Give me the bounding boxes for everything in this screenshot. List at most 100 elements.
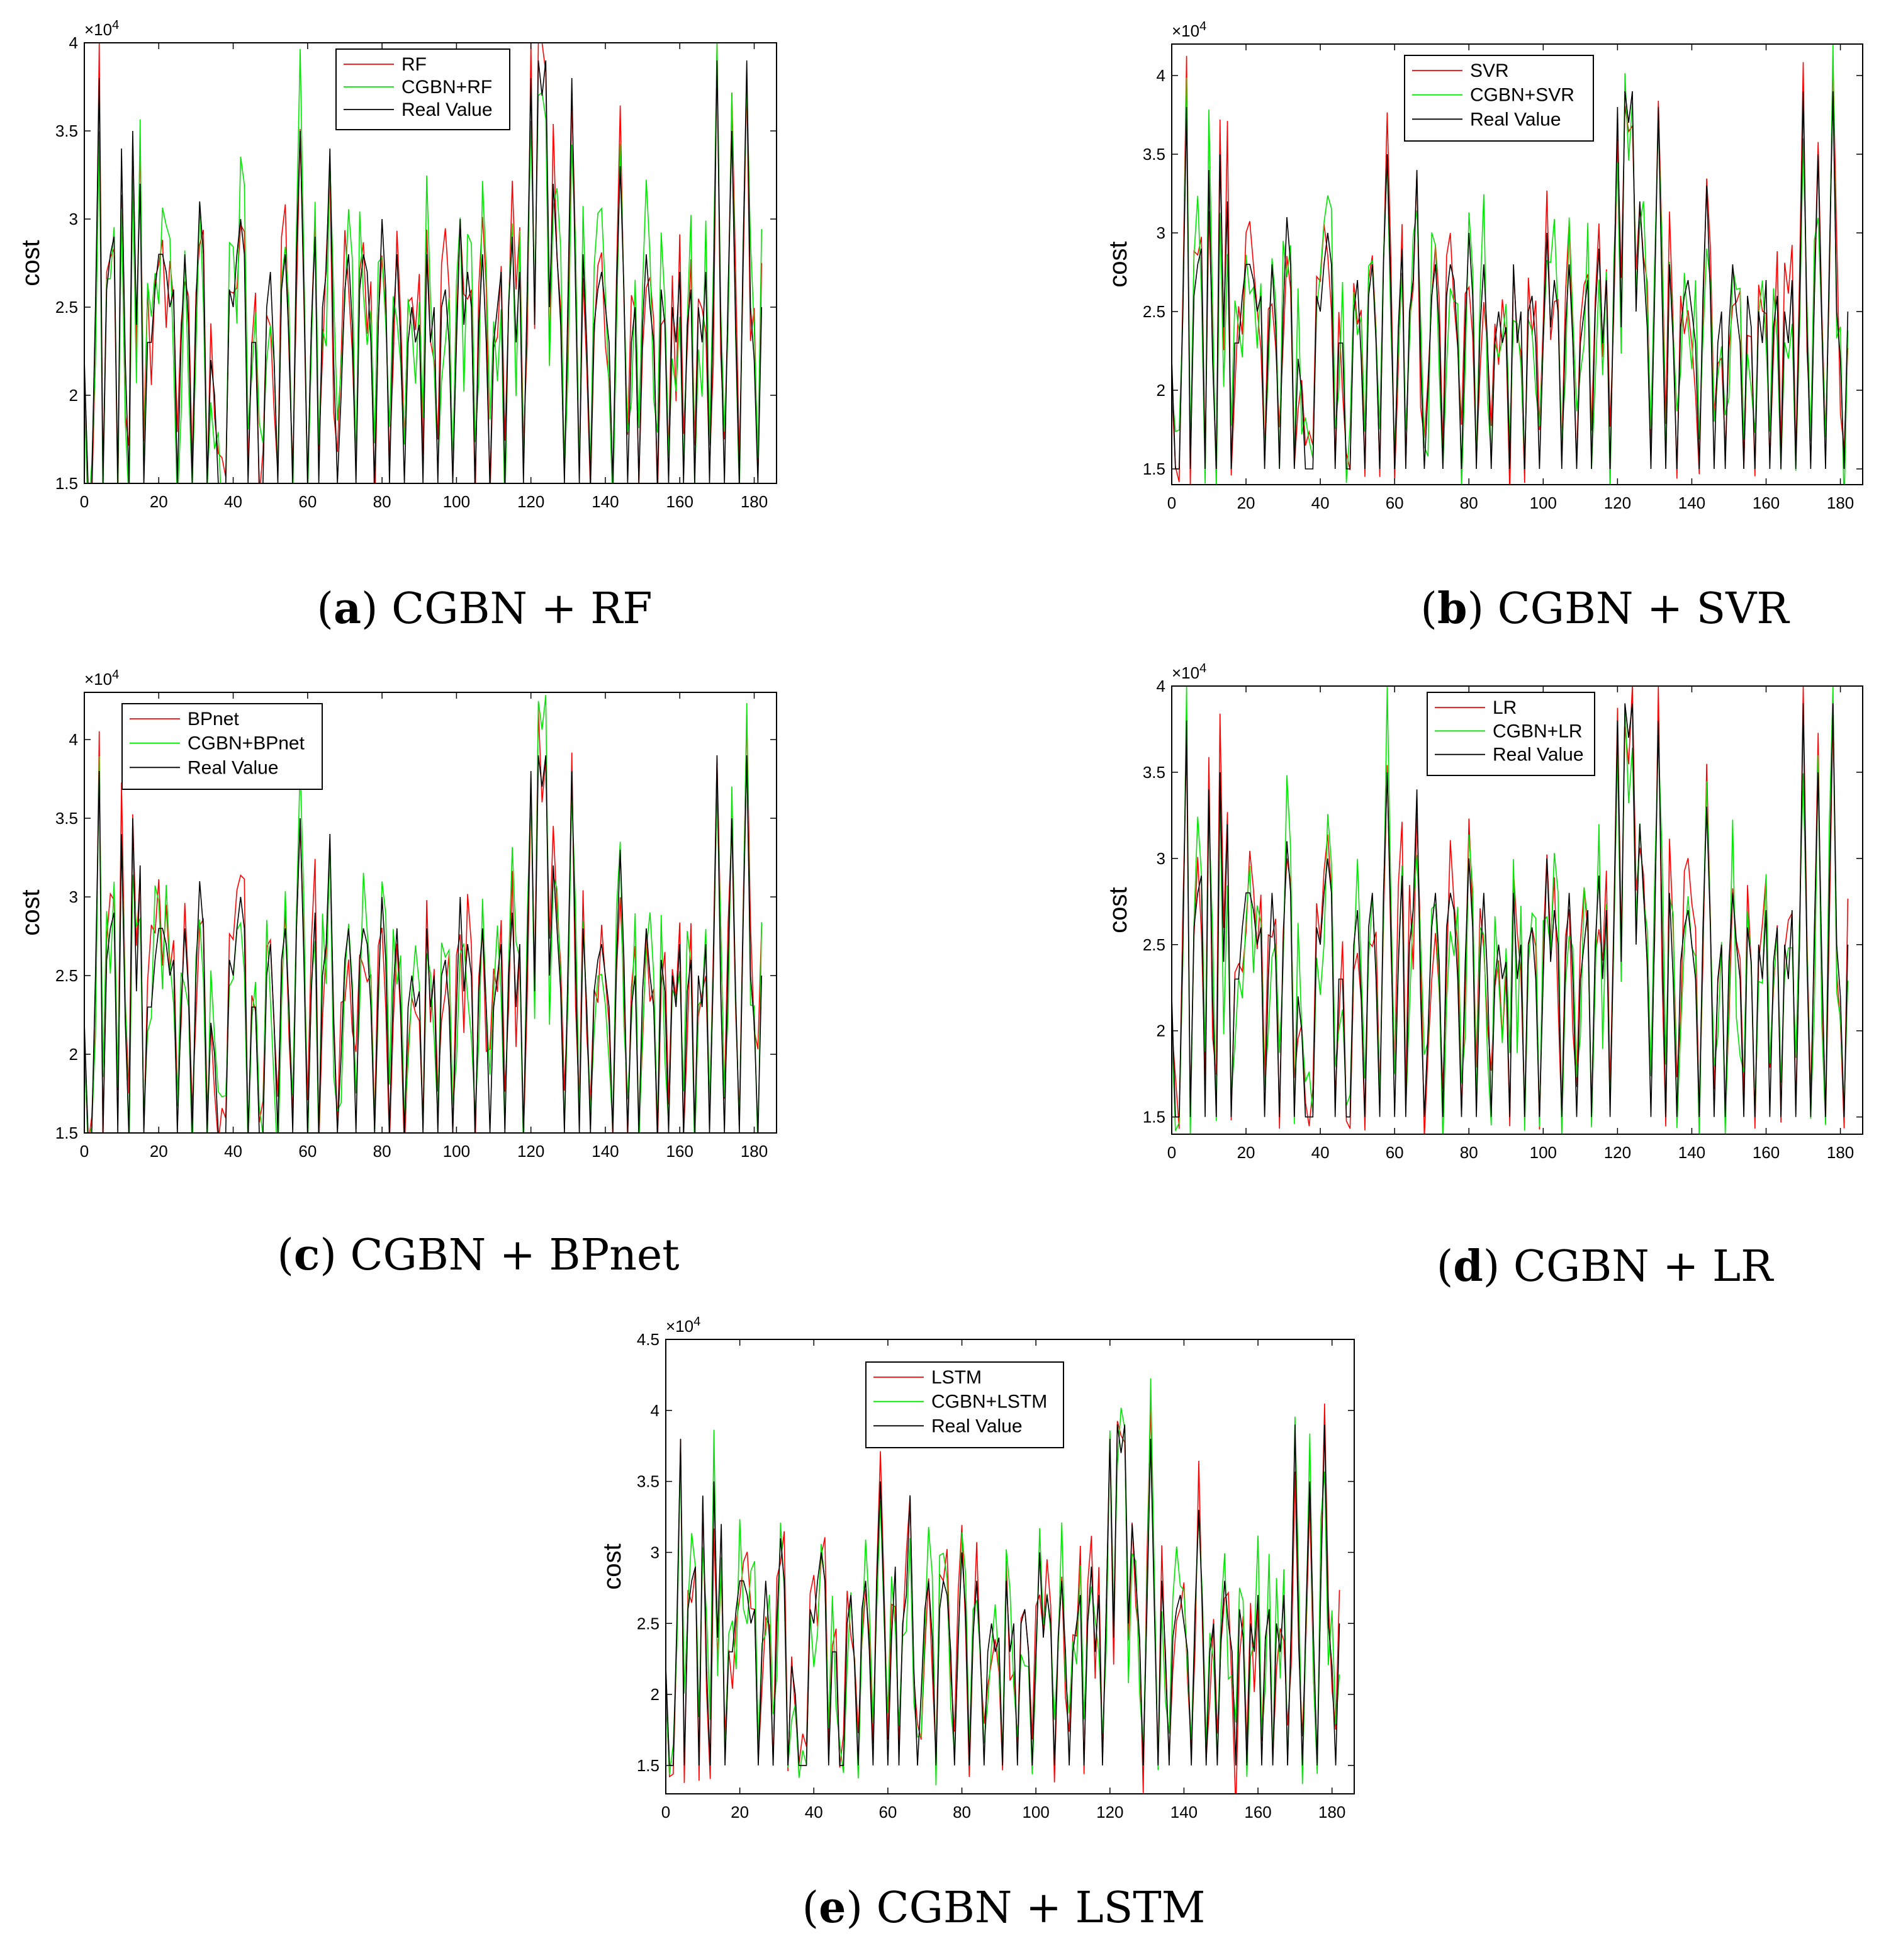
y-axis-label: cost xyxy=(17,889,45,935)
legend-label: BPnet xyxy=(188,709,239,729)
x-tick-label: 100 xyxy=(443,492,470,511)
y-tick-label: 4 xyxy=(1157,66,1165,85)
x-tick-label: 80 xyxy=(953,1803,971,1822)
legend-label: CGBN+RF xyxy=(401,77,492,98)
x-tick-label: 20 xyxy=(731,1803,749,1822)
legend-label: Real Value xyxy=(1493,745,1584,765)
legend: LSTM CGBN+LSTM Real Value xyxy=(865,1361,1064,1448)
plot-area xyxy=(1172,686,1849,1134)
panel-b: 0 20 40 60 80 100 120 140 160 180 1.5 2 2.5 3 3.5 4 ×104… xyxy=(1104,20,1863,634)
legend-label: SVR xyxy=(1470,60,1509,81)
legend-label: LSTM xyxy=(931,1367,982,1388)
legend-label: CGBN+LSTM xyxy=(931,1392,1047,1412)
y-exponent-label: ×104 xyxy=(84,668,119,689)
legend-box xyxy=(1404,55,1594,142)
legend-label: CGBN+LR xyxy=(1493,721,1583,741)
y-tick-label: 4.5 xyxy=(637,1330,659,1349)
y-tick-label: 4 xyxy=(69,730,78,749)
y-tick-label: 3.5 xyxy=(55,121,78,140)
axes-frame xyxy=(665,1339,1355,1794)
x-tick-label: 180 xyxy=(741,1142,768,1161)
x-tick-label: 120 xyxy=(1604,493,1631,512)
y-tick-label: 1.5 xyxy=(1143,1108,1165,1127)
x-tick-label: 60 xyxy=(1386,493,1404,512)
y-tick-label: 2 xyxy=(69,1045,78,1064)
x-tick-label: 120 xyxy=(517,1142,544,1161)
y-axis-label: cost xyxy=(17,240,45,286)
plot-area xyxy=(666,1378,1340,1794)
legend-label: Real Value xyxy=(401,99,493,120)
x-tick-label: 120 xyxy=(517,492,544,511)
y-tick-label: 1.5 xyxy=(1143,459,1165,478)
legend-box xyxy=(865,1361,1064,1448)
series-cgbn-line xyxy=(84,43,763,483)
y-axis-label: cost xyxy=(1104,887,1132,933)
series-real-value-line xyxy=(84,755,763,1133)
y-tick-label: 3.5 xyxy=(1143,145,1165,164)
x-tick-label: 80 xyxy=(1460,493,1478,512)
x-tick-label: 100 xyxy=(1530,1143,1557,1162)
y-tick-label: 3.5 xyxy=(55,809,78,828)
y-tick-label: 2.5 xyxy=(55,966,78,985)
x-tick-label: 40 xyxy=(1311,493,1330,512)
legend-box xyxy=(1427,692,1595,776)
x-tick-label: 0 xyxy=(80,492,89,511)
x-tick-label: 160 xyxy=(1244,1803,1271,1822)
series-model-line xyxy=(1172,55,1849,485)
legend: SVR CGBN+SVR Real Value xyxy=(1404,55,1594,142)
legend-label: Real Value xyxy=(188,757,279,778)
y-tick-label: 2.5 xyxy=(1143,302,1165,321)
x-tick-label: 80 xyxy=(1460,1143,1478,1162)
y-tick-label: 2 xyxy=(1157,1022,1165,1040)
legend: BPnet CGBN+BPnet Real Value xyxy=(121,703,323,790)
panel-c: 0 20 40 60 80 100 120 140 160 180 1.5 2 2.5 3 3.5 4 ×104… xyxy=(17,668,777,1280)
y-tick-label: 1.5 xyxy=(637,1756,659,1775)
x-tick-label: 0 xyxy=(80,1142,89,1161)
x-tick-label: 60 xyxy=(1386,1143,1404,1162)
x-tick-label: 180 xyxy=(1827,493,1854,512)
x-tick-label: 180 xyxy=(1318,1803,1345,1822)
panel-caption: (b) CGBN + SVR xyxy=(1420,583,1790,634)
y-exponent-label: ×104 xyxy=(666,1315,700,1336)
panel-caption: (d) CGBN + LR xyxy=(1437,1241,1774,1292)
x-tick-label: 180 xyxy=(741,492,768,511)
x-tick-label: 140 xyxy=(1678,1143,1705,1162)
y-axis-label: cost xyxy=(1104,241,1132,287)
legend-label: Real Value xyxy=(1470,109,1561,130)
panel-e: 0 20 40 60 80 100 120 140 160 180 1.5 2 2.5 3 3.5 4 4.5 ×… xyxy=(598,1315,1355,1933)
y-tick-label: 3 xyxy=(69,887,78,906)
plot-area xyxy=(84,695,763,1133)
x-tick-label: 40 xyxy=(805,1803,823,1822)
x-tick-label: 40 xyxy=(224,1142,242,1161)
panel-d: 0 20 40 60 80 100 120 140 160 180 1.5 2 2.5 3 3.5 4 ×104… xyxy=(1104,662,1863,1292)
series-real-value-line xyxy=(666,1424,1340,1766)
x-tick-label: 60 xyxy=(298,1142,317,1161)
y-tick-label: 2 xyxy=(1157,381,1165,400)
y-tick-label: 4 xyxy=(69,33,78,52)
legend-label: RF xyxy=(401,54,427,75)
y-tick-label: 4 xyxy=(651,1401,659,1420)
x-tick-label: 140 xyxy=(592,1142,619,1161)
x-tick-label: 120 xyxy=(1604,1143,1631,1162)
y-tick-label: 2.5 xyxy=(637,1614,659,1633)
legend-box xyxy=(335,48,510,130)
y-tick-label: 2 xyxy=(69,386,78,405)
panel-caption: (a) CGBN + RF xyxy=(317,583,652,634)
series-model-line xyxy=(666,1403,1340,1794)
x-tick-label: 20 xyxy=(150,1142,168,1161)
y-tick-label: 3 xyxy=(651,1543,659,1562)
x-tick-label: 80 xyxy=(373,492,391,511)
panel-caption: (c) CGBN + BPnet xyxy=(277,1230,679,1280)
x-tick-label: 140 xyxy=(1170,1803,1198,1822)
y-exponent-label: ×104 xyxy=(84,18,119,39)
x-tick-label: 20 xyxy=(1237,493,1255,512)
y-tick-label: 2.5 xyxy=(55,298,78,317)
y-tick-label: 1.5 xyxy=(55,1124,78,1142)
y-exponent-label: ×104 xyxy=(1172,20,1206,40)
x-tick-label: 100 xyxy=(443,1142,470,1161)
x-tick-label: 40 xyxy=(1311,1143,1330,1162)
x-tick-label: 100 xyxy=(1022,1803,1049,1822)
x-tick-label: 120 xyxy=(1096,1803,1123,1822)
y-tick-label: 1.5 xyxy=(55,474,78,493)
